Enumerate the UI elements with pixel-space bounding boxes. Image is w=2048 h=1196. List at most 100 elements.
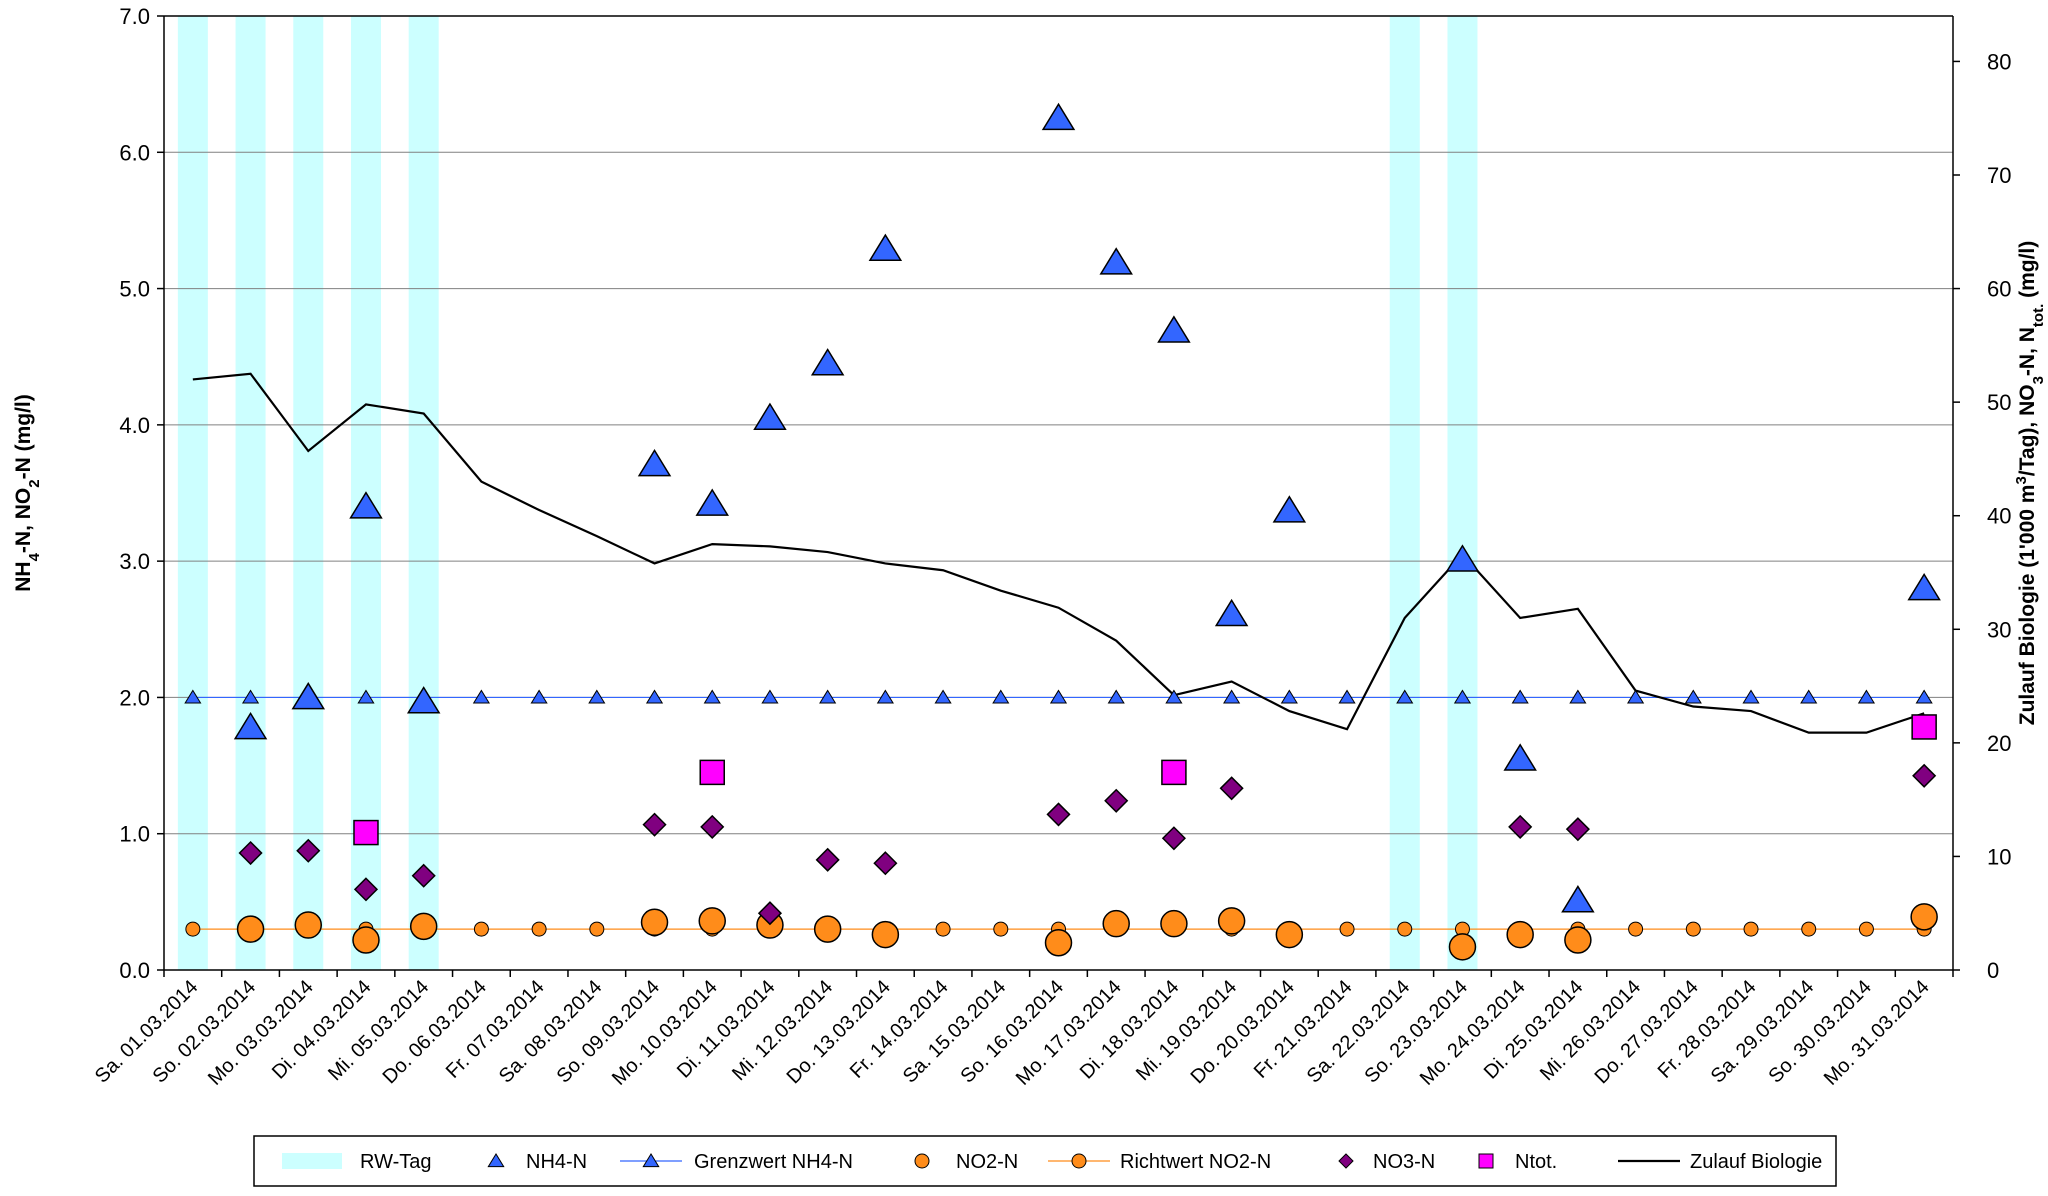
no3-point <box>757 901 783 926</box>
nh4-point <box>1445 544 1480 572</box>
x-tick-label: Mi. 12.03.2014 <box>728 976 837 1085</box>
left-tick-label: 0.0 <box>119 958 150 983</box>
no3-point <box>1508 814 1533 839</box>
richtwert-no2-point <box>589 921 605 937</box>
grenzwert-nh4-point <box>1800 689 1818 704</box>
no3-point <box>642 812 667 837</box>
rw-day-band <box>1389 16 1420 970</box>
x-tick-label: Di. 04.03.2014 <box>268 976 376 1084</box>
no2-point <box>236 915 265 943</box>
grenzwert-nh4-point <box>1857 689 1876 704</box>
grenzwert-nh4-point <box>1511 689 1529 704</box>
nh4-point <box>406 686 441 714</box>
grenzwert-nh4-point <box>1280 689 1298 704</box>
rw-day-band <box>235 16 266 970</box>
legend: RW-Tag NH4-N Grenzwert NH4-N NO2-N Richtwert… <box>253 1135 1837 1187</box>
grenzwert-nh4-point <box>357 689 375 704</box>
rw-day-bands <box>177 16 1478 970</box>
ntot-point <box>1911 714 1937 740</box>
right-tick-label: 40 <box>1987 504 2011 529</box>
richtwert-no2-point <box>1858 921 1874 937</box>
right-tick-label: 10 <box>1987 844 2011 869</box>
no3-point <box>700 814 725 839</box>
nh4-point <box>1214 598 1249 627</box>
ntot-point <box>1161 759 1187 786</box>
no2-point <box>294 911 323 939</box>
right-tick-label: 30 <box>1987 617 2011 642</box>
no2-point <box>1044 928 1073 957</box>
no2-point <box>698 907 726 935</box>
grenzwert-nh4-point <box>992 689 1010 704</box>
grenzwert-nh4-point <box>819 689 837 704</box>
legend-label: Grenzwert NH4-N <box>694 1151 853 1173</box>
right-tick-label: 80 <box>1987 49 2011 74</box>
grenzwert-nh4-point <box>588 689 606 704</box>
grenzwert-nh4-point <box>1338 689 1356 704</box>
grenzwert-nh4-point <box>1915 689 1933 704</box>
right-tick-label: 0 <box>1987 958 1999 983</box>
x-tick-label: Do. 13.03.2014 <box>783 976 895 1088</box>
nh4-point <box>233 711 268 740</box>
x-tick-label: Mo. 10.03.2014 <box>608 976 722 1090</box>
no2-point <box>352 926 380 954</box>
no3-point <box>411 863 436 888</box>
left-tick-label: 2.0 <box>119 685 150 710</box>
left-tick-label: 3.0 <box>119 549 150 574</box>
x-tick-label: Sa. 22.03.2014 <box>1303 976 1415 1088</box>
grenzwert-nh4-point <box>1223 689 1241 704</box>
no2-point <box>1910 903 1938 931</box>
richtwert-no2-point <box>1397 921 1413 937</box>
grenzwert-nh4-point <box>645 689 664 704</box>
axes <box>157 15 1960 977</box>
x-tick-label: Sa. 29.03.2014 <box>1707 976 1819 1088</box>
richtwert-no2-point <box>185 921 201 937</box>
ntot-point <box>353 819 379 846</box>
no2-point <box>640 908 669 937</box>
x-tick-label: Mi. 26.03.2014 <box>1536 976 1645 1085</box>
legend-label: Richtwert NO2-N <box>1120 1151 1271 1173</box>
no2-point <box>871 920 900 949</box>
x-tick-label: Mo. 31.03.2014 <box>1820 976 1934 1090</box>
x-tick-label: Mi. 19.03.2014 <box>1132 976 1241 1085</box>
nh4-point <box>349 491 383 519</box>
no3-point <box>1161 826 1186 851</box>
no3-point <box>1565 817 1590 842</box>
grenzwert-nh4-point <box>934 689 952 704</box>
richtwert-no2-point <box>1801 921 1817 937</box>
legend-swatch <box>1478 1153 1494 1169</box>
axis-labels: NH4-N, NO2-N (mg/l) Zulauf Biologie (1'00… <box>12 241 2047 726</box>
x-tick-label: So. 30.03.2014 <box>1764 976 1876 1088</box>
x-tick-label: Mo. 03.03.2014 <box>204 976 318 1090</box>
legend-swatch <box>914 1153 930 1169</box>
richtwert-no2-point <box>531 921 547 937</box>
x-tick-label: Mo. 17.03.2014 <box>1012 976 1126 1090</box>
nh4-point <box>291 681 326 710</box>
grenzwert-nh4-point <box>1742 689 1760 704</box>
nh4-point <box>810 348 845 376</box>
rw-day-band <box>293 16 324 970</box>
richtwert-no2-point <box>1628 921 1644 937</box>
no2-point <box>1160 909 1188 938</box>
x-tick-label: Fr. 14.03.2014 <box>846 976 953 1083</box>
no3-point <box>353 877 379 902</box>
x-tick-label: Di. 25.03.2014 <box>1480 976 1588 1084</box>
nh4-point <box>1272 495 1307 523</box>
x-tick-label: Fr. 07.03.2014 <box>442 976 549 1083</box>
x-tick-label: So. 23.03.2014 <box>1361 976 1473 1088</box>
ntot-point <box>699 759 725 786</box>
zulauf-biologie-line <box>192 372 1925 734</box>
no3-point <box>296 838 321 863</box>
nh4-point <box>1561 885 1595 913</box>
legend-swatch <box>487 1153 505 1168</box>
grenzwert-nh4-point <box>761 689 779 704</box>
left-tick-label: 4.0 <box>119 413 150 438</box>
grenzwert-nh4-point <box>703 689 721 704</box>
richtwert-no2-point <box>1685 921 1701 937</box>
grenzwert-nh4-point <box>1627 689 1645 704</box>
nh4-point <box>1157 315 1191 343</box>
rw-day-band <box>408 16 439 970</box>
nh4-point <box>695 488 729 516</box>
no3-point <box>815 847 840 872</box>
legend-label: Ntot. <box>1515 1151 1557 1173</box>
